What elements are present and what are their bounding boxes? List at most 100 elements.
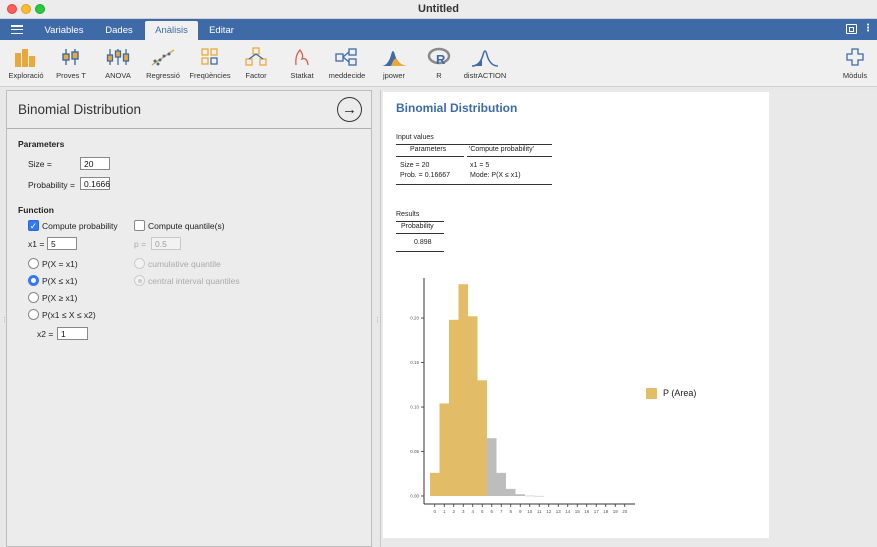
x-tick-label: 13	[556, 509, 562, 514]
bar-x-8	[506, 488, 516, 496]
r-icon: R	[413, 46, 465, 68]
input-values-caption: Input values	[396, 134, 434, 141]
regression-button[interactable]: Regressió	[137, 46, 189, 80]
probability-label: Probability =	[28, 180, 76, 190]
anova-icon	[92, 46, 144, 68]
bar-x-5	[477, 380, 487, 496]
compute-probability-checkbox[interactable]: ✓	[28, 220, 39, 231]
input-header-compute: 'Compute probability'	[469, 146, 534, 153]
results-title: Binomial Distribution	[396, 101, 518, 115]
radio-p-between[interactable]	[28, 309, 39, 320]
menu-bar: Variables Dades Anàlisis Editar ⋮	[0, 19, 877, 40]
radio-p-le-x1[interactable]	[28, 275, 39, 286]
radio-p-le-x1-label: P(X ≤ x1)	[42, 276, 78, 286]
maximize-window-button[interactable]	[35, 4, 45, 14]
y-tick-label: 0.15	[410, 360, 419, 365]
x-tick-label: 1	[443, 509, 446, 514]
radio-p-between-label: P(x1 ≤ X ≤ x2)	[42, 310, 96, 320]
x-tick-label: 5	[481, 509, 484, 514]
bar-x-9	[515, 494, 525, 496]
svg-text:R: R	[436, 52, 446, 67]
exploration-icon	[0, 46, 52, 68]
distraction-button[interactable]: distrACTION	[459, 46, 511, 80]
anova-button[interactable]: ANOVA	[92, 46, 144, 80]
x-tick-label: 11	[537, 509, 542, 514]
parameters-heading: Parameters	[18, 139, 65, 149]
options-header: Binomial Distribution →	[7, 91, 371, 129]
x-tick-label: 19	[613, 509, 619, 514]
input-cell-x1: x1 = 5	[470, 162, 490, 169]
statkat-button[interactable]: Statkat	[276, 46, 328, 80]
radio-cumulative-quantile[interactable]	[134, 258, 145, 269]
r-button[interactable]: R R	[413, 46, 465, 80]
left-splitter-handle[interactable]: ⋮	[1, 317, 8, 324]
t-tests-button[interactable]: Proves T	[45, 46, 97, 80]
bar-x-7	[496, 472, 506, 496]
bar-x-11	[534, 495, 544, 497]
x-tick-label: 20	[622, 509, 628, 514]
frequencies-button[interactable]: Freqüències	[184, 46, 236, 80]
title-bar: Untitled	[0, 0, 877, 19]
jpower-button[interactable]: jpower	[368, 46, 420, 80]
hamburger-menu-icon[interactable]	[11, 25, 23, 35]
exploration-button[interactable]: Exploració	[0, 46, 52, 80]
tab-dades[interactable]: Dades	[105, 25, 133, 36]
radio-p-equal-x1[interactable]	[28, 258, 39, 269]
tab-analisis[interactable]: Anàlisis	[145, 21, 198, 40]
more-options-icon[interactable]: ⋮	[863, 23, 873, 34]
radio-p-ge-x1[interactable]	[28, 292, 39, 303]
bar-x-1	[439, 403, 449, 496]
x-tick-label: 7	[500, 509, 503, 514]
x-tick-label: 16	[584, 509, 590, 514]
x1-label: x1 =	[28, 239, 45, 249]
results-area: Binomial Distribution Input values Param…	[380, 90, 877, 547]
legend-swatch	[646, 388, 657, 399]
x-tick-label: 9	[519, 509, 522, 514]
y-tick-label: 0.00	[410, 494, 419, 499]
x-tick-label: 10	[527, 509, 533, 514]
function-heading: Function	[18, 205, 54, 215]
tab-editar[interactable]: Editar	[209, 25, 234, 36]
meddecide-button[interactable]: meddecide	[321, 46, 373, 80]
compute-quantile-checkbox[interactable]	[134, 220, 145, 231]
input-header-parameters: Parameters	[410, 146, 447, 153]
tab-variables[interactable]: Variables	[44, 25, 84, 36]
x2-field[interactable]: 1	[57, 327, 88, 340]
size-field[interactable]: 20	[80, 157, 110, 170]
x1-field[interactable]: 5	[47, 237, 77, 250]
distraction-icon	[459, 46, 511, 68]
x-tick-label: 15	[575, 509, 581, 514]
minimize-window-button[interactable]	[21, 4, 31, 14]
analysis-ribbon: Exploració Proves T ANOVA Regressió Freq…	[0, 40, 877, 87]
x2-label: x2 =	[37, 329, 54, 339]
radio-central-interval[interactable]	[134, 275, 145, 286]
factor-button[interactable]: Factor	[230, 46, 282, 80]
plus-icon	[830, 46, 877, 68]
bar-x-10	[525, 495, 535, 497]
y-tick-label: 0.05	[410, 449, 419, 454]
results-header-rule	[396, 233, 444, 234]
header-rule-right	[467, 156, 552, 157]
window-mode-icon[interactable]	[846, 24, 857, 34]
probability-field[interactable]: 0.1666	[80, 177, 110, 190]
results-caption: Results	[396, 211, 420, 218]
input-cell-prob: Prob. = 0.16667	[400, 172, 451, 179]
input-cell-mode: Mode: P(X ≤ x1)	[470, 172, 521, 179]
results-sheet: Binomial Distribution Input values Param…	[383, 92, 769, 538]
x-tick-label: 0	[433, 509, 436, 514]
x-tick-label: 17	[594, 509, 600, 514]
modules-button[interactable]: Mòduls	[830, 46, 877, 80]
radio-p-ge-x1-label: P(X ≥ x1)	[42, 293, 78, 303]
table-top-rule	[396, 144, 552, 145]
size-label: Size =	[28, 159, 52, 169]
p-field[interactable]: 0.5	[151, 237, 181, 250]
radio-p-equal-x1-label: P(X = x1)	[42, 259, 78, 269]
options-panel: Binomial Distribution → Parameters Size …	[6, 90, 372, 547]
factor-icon	[230, 46, 282, 68]
cumulative-quantile-label: cumulative quantile	[148, 259, 221, 269]
binomial-chart: 0.000.050.100.150.200 1 2 3 4 5 6 7 8 9 10 11 12 13 14…	[410, 278, 635, 514]
run-arrow-button[interactable]: →	[337, 97, 362, 122]
panel-splitter-handle[interactable]: ⋮	[374, 317, 381, 324]
input-cell-size: Size = 20	[400, 162, 430, 169]
close-window-button[interactable]	[7, 4, 17, 14]
